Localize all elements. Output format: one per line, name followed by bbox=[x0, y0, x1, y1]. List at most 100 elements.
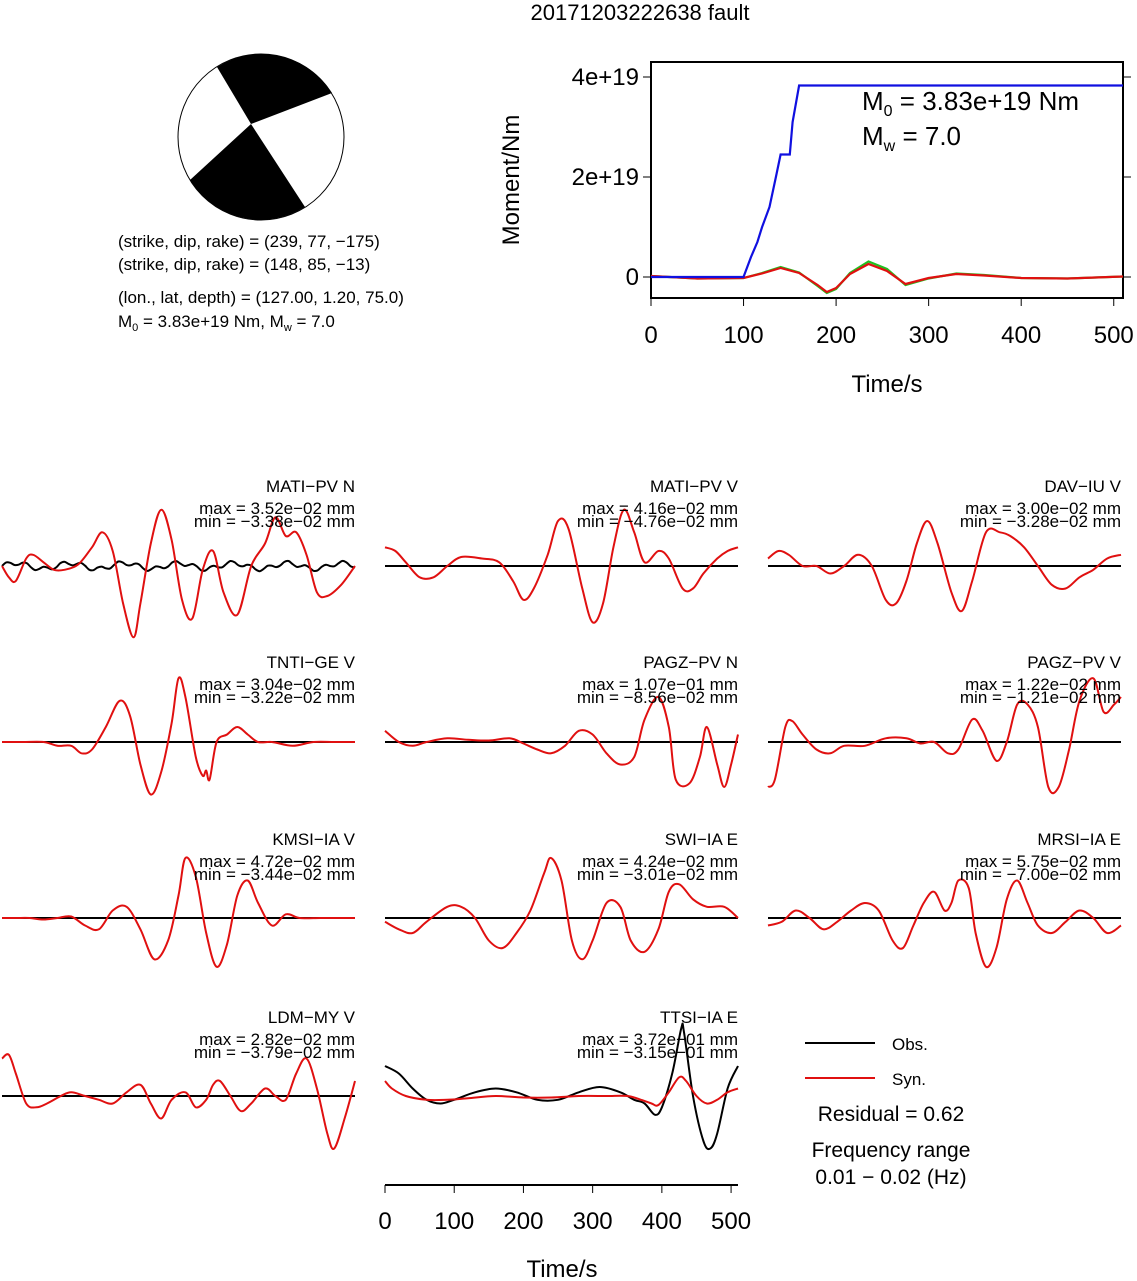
moment-ytick-label: 0 bbox=[626, 264, 639, 291]
max-amplitude-label: max = 4.16e−02 mm bbox=[582, 499, 738, 518]
nodal-plane-2: (strike, dip, rake) = (148, 85, −13) bbox=[118, 255, 370, 274]
max-amplitude-label: max = 1.22e−02 mm bbox=[965, 675, 1121, 694]
moment-xtick-label: 500 bbox=[1094, 322, 1134, 349]
waveform-time-axis: Time/s 0 100 200 300 400 500 bbox=[378, 1184, 751, 1281]
min-amplitude-label: min = −3.22e−02 mm bbox=[194, 688, 355, 707]
station-label: MATI−PV N bbox=[266, 477, 355, 496]
synthetic-trace bbox=[384, 1075, 739, 1107]
synthetic-trace bbox=[384, 508, 739, 624]
synthetic-trace bbox=[384, 856, 739, 961]
magnitude-text: M0 = 3.83e+19 Nm, Mw = 7.0 bbox=[118, 312, 335, 334]
waveform-xtick-label: 100 bbox=[434, 1208, 474, 1235]
moment-ytick-label: 2e+19 bbox=[572, 164, 639, 191]
moment-chart: 0 100 200 300 400 500 0 2e+19 4e+19 M0 = 3.83e+1… bbox=[498, 61, 1134, 398]
legend-obs-label: Obs. bbox=[892, 1035, 928, 1054]
min-amplitude-label: min = −8.56e−02 mm bbox=[577, 688, 738, 707]
station-label: PAGZ−PV N bbox=[643, 653, 738, 672]
max-amplitude-label: max = 2.82e−02 mm bbox=[199, 1030, 355, 1049]
moment-red-line bbox=[650, 262, 1124, 294]
synthetic-trace bbox=[384, 696, 739, 789]
max-amplitude-label: max = 4.72e−02 mm bbox=[199, 852, 355, 871]
nodal-plane-1: (strike, dip, rake) = (239, 77, −175) bbox=[118, 232, 380, 251]
min-amplitude-label: min = −7.00e−02 mm bbox=[960, 865, 1121, 884]
moment-cumulative-line bbox=[651, 84, 1123, 279]
station-label: LDM−MY V bbox=[268, 1008, 356, 1027]
max-amplitude-label: max = 4.24e−02 mm bbox=[582, 852, 738, 871]
moment-plot-frame bbox=[650, 61, 1124, 299]
synthetic-trace bbox=[767, 677, 1122, 795]
beachball-compressional-upper bbox=[217, 53, 332, 124]
station-label: TNTI−GE V bbox=[267, 653, 356, 672]
synthetic-trace bbox=[767, 878, 1122, 969]
min-amplitude-label: min = −3.01e−02 mm bbox=[577, 865, 738, 884]
waveform-xtick-label: 200 bbox=[503, 1208, 543, 1235]
station-label: MATI−PV V bbox=[650, 477, 739, 496]
max-amplitude-label: max = 3.72e−01 mm bbox=[582, 1030, 738, 1049]
min-amplitude-label: min = −1.21e−02 mm bbox=[960, 688, 1121, 707]
waveform-x-axis-label: Time/s bbox=[526, 1256, 597, 1281]
max-amplitude-label: max = 3.04e−02 mm bbox=[199, 675, 355, 694]
station-label: PAGZ−PV V bbox=[1027, 653, 1121, 672]
moment-x-axis-label: Time/s bbox=[851, 371, 922, 398]
max-amplitude-label: max = 3.52e−02 mm bbox=[199, 499, 355, 518]
waveform-xtick-label: 300 bbox=[573, 1208, 613, 1235]
synthetic-trace bbox=[1, 1053, 356, 1150]
beachball-compressional-lower bbox=[190, 124, 305, 220]
min-amplitude-label: min = −4.76e−02 mm bbox=[577, 512, 738, 531]
legend-syn-label: Syn. bbox=[892, 1070, 926, 1089]
min-amplitude-label: min = −3.79e−02 mm bbox=[194, 1043, 355, 1062]
moment-y-axis-label: Moment/Nm bbox=[498, 115, 525, 246]
min-amplitude-label: min = −3.44e−02 mm bbox=[194, 865, 355, 884]
waveform-xtick-label: 400 bbox=[642, 1208, 682, 1235]
observed-trace bbox=[1, 559, 356, 573]
station-label: SWI−IA E bbox=[665, 830, 738, 849]
moment-xtick-label: 400 bbox=[1001, 322, 1041, 349]
synthetic-trace bbox=[1, 508, 356, 639]
moment-annotation-mw: Mw = 7.0 bbox=[862, 121, 961, 155]
max-amplitude-label: max = 1.07e−01 mm bbox=[582, 675, 738, 694]
frequency-range-title: Frequency range bbox=[812, 1139, 971, 1162]
moment-annotation-m0: M0 = 3.83e+19 Nm bbox=[862, 86, 1079, 120]
waveform-xtick-label: 500 bbox=[711, 1208, 751, 1235]
max-amplitude-label: max = 5.75e−02 mm bbox=[965, 852, 1121, 871]
beachball-icon bbox=[177, 53, 345, 221]
hypocenter-text: (lon., lat, depth) = (127.00, 1.20, 75.0… bbox=[118, 288, 404, 307]
min-amplitude-label: min = −3.15e−01 mm bbox=[577, 1043, 738, 1062]
figure-title: 20171203222638 fault bbox=[531, 0, 750, 25]
synthetic-trace bbox=[767, 519, 1122, 613]
frequency-range-value: 0.01 − 0.02 (Hz) bbox=[815, 1166, 966, 1189]
synthetic-trace bbox=[2, 856, 355, 968]
moment-xtick-label: 200 bbox=[816, 322, 856, 349]
station-label: KMSI−IA V bbox=[272, 830, 355, 849]
moment-xtick-label: 300 bbox=[909, 322, 949, 349]
moment-series bbox=[650, 84, 1124, 295]
moment-xtick-label: 100 bbox=[724, 322, 764, 349]
station-label: DAV−IU V bbox=[1044, 477, 1121, 496]
residual-text: Residual = 0.62 bbox=[818, 1103, 965, 1126]
synthetic-trace bbox=[1, 676, 355, 796]
station-label: MRSI−IA E bbox=[1037, 830, 1121, 849]
observed-trace bbox=[384, 1022, 739, 1151]
focal-mechanism-text: (strike, dip, rake) = (239, 77, −175) (s… bbox=[118, 232, 404, 334]
min-amplitude-label: min = −3.38e−02 mm bbox=[194, 512, 355, 531]
moment-axis-ticks: 0 100 200 300 400 500 0 2e+19 4e+19 bbox=[572, 64, 1134, 349]
min-amplitude-label: min = −3.28e−02 mm bbox=[960, 512, 1121, 531]
moment-ytick-label: 4e+19 bbox=[572, 64, 639, 91]
max-amplitude-label: max = 3.00e−02 mm bbox=[965, 499, 1121, 518]
waveform-xtick-label: 0 bbox=[378, 1208, 391, 1235]
moment-xtick-label: 0 bbox=[644, 322, 657, 349]
station-label: TTSI−IA E bbox=[660, 1008, 738, 1027]
